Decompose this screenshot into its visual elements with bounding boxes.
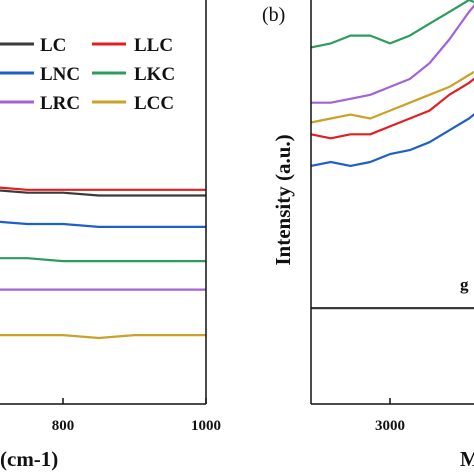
panel-b-series-lc	[311, 307, 474, 310]
panel-b-x-tick-label: 3000	[375, 418, 405, 434]
panel-a-series-lnc	[0, 220, 206, 228]
panel-b-x-axis-label: M	[460, 447, 474, 471]
legend-label-lcc: LCC	[134, 93, 174, 114]
legend-label-lc: LC	[40, 35, 66, 56]
panel-b-series-lnc	[310, 113, 474, 167]
panel-b-series-lrc	[311, 4, 474, 104]
panel-b-series-lkc	[310, 0, 474, 49]
legend-label-lnc: LNC	[40, 64, 80, 85]
panel-a-ticks-group: 800 1000	[52, 398, 221, 434]
panel-a-legend: LC LLC LNC LKC LRC LCC	[0, 35, 175, 114]
panel-a-series-lcc	[0, 334, 206, 340]
panel-b-label: (b)	[262, 4, 285, 26]
panel-b-series-lcc	[310, 70, 474, 124]
panel-b-series-llc	[310, 77, 474, 140]
panel-a-series-llc	[0, 186, 206, 191]
panel-a-series-group	[0, 186, 206, 340]
legend-label-llc: LLC	[134, 35, 173, 56]
panel-b-y-axis-label: Intensity (a.u.)	[271, 134, 295, 265]
panel-b: 3000 (b) Intensity (a.u.) M g	[262, 0, 474, 471]
panel-a-series-lrc	[0, 288, 206, 291]
panel-a-series-lc	[0, 189, 206, 197]
panel-a-series-lkc	[0, 257, 206, 263]
panel-a: 800 1000 (cm-1) LC LLC LNC LKC LRC LCC	[0, 0, 221, 471]
panel-b-ticks-group: 3000	[375, 398, 405, 434]
panel-a-x-tick-label: 800	[52, 418, 75, 434]
legend-label-lrc: LRC	[40, 93, 80, 114]
panel-a-x-axis-label: (cm-1)	[0, 447, 58, 471]
panel-b-annotation: g	[460, 275, 469, 294]
panel-b-series-group	[310, 0, 474, 310]
panel-a-x-tick-label: 1000	[191, 418, 221, 434]
legend-label-lkc: LKC	[134, 64, 175, 85]
